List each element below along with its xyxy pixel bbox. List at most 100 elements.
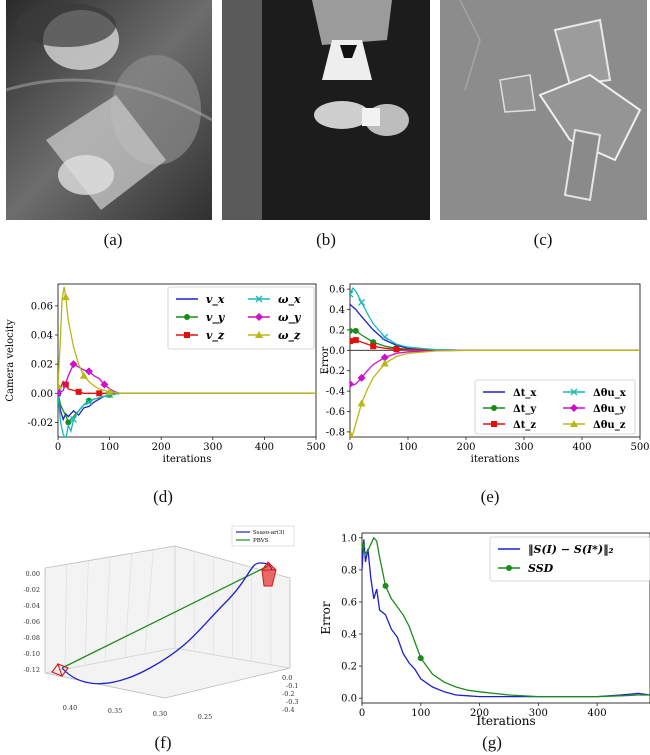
- legend-label-1: Δt_y: [513, 404, 537, 415]
- plot-frame: [349, 283, 641, 438]
- series-marker-1: [417, 655, 424, 662]
- x-tick-label: 100: [411, 708, 430, 719]
- series-marker-2: [350, 338, 353, 345]
- legend-label-1: SSD: [528, 562, 554, 575]
- legend-label-5: Δθu_z: [593, 420, 626, 431]
- series-marker-3: [70, 416, 77, 423]
- x-tick-label: 0.35: [108, 707, 122, 715]
- y-tick-label: 0.00: [31, 389, 53, 400]
- y-axis-label: Error: [319, 601, 333, 634]
- series-line-1: [58, 392, 316, 424]
- series-line-0: [350, 303, 640, 351]
- chart-e-error: 0 100 200 300 400 500 -0.8 -0.6 -0.4 -0.2 0.0 0.2 0.…: [320, 283, 650, 465]
- series-marker-1: [352, 327, 359, 334]
- y-tick-label: 0.6: [329, 285, 345, 296]
- y-tick-label: 0.04: [31, 331, 53, 342]
- series-marker-4: [357, 373, 366, 382]
- y-tick-label: -0.3: [286, 698, 299, 706]
- x-tick-label: 200: [470, 708, 489, 719]
- series-marker-2: [370, 343, 377, 350]
- series-marker-1: [85, 397, 92, 404]
- z-tick-label: 0.00: [26, 570, 40, 578]
- plot-area: [350, 286, 640, 437]
- y-tick-label: 0.2: [341, 662, 357, 673]
- legend-label-0: Ssaso-ar(3): [253, 529, 285, 536]
- legend-marker-1: [491, 405, 497, 411]
- grid-line: [104, 556, 111, 661]
- series-line-5: [58, 286, 316, 394]
- y-tick-label: -0.6: [326, 407, 345, 418]
- y-tick-label: 0.8: [341, 565, 357, 576]
- legend-marker-4: [570, 404, 578, 412]
- x-tick-label: 0.25: [198, 713, 212, 721]
- grid-line: [124, 553, 132, 657]
- y-tick-label: 0.2: [329, 325, 345, 336]
- series-marker-2: [75, 388, 82, 395]
- legend-marker-2: [184, 332, 190, 338]
- y-tick-label: -0.1: [286, 682, 299, 690]
- series-marker-5: [105, 387, 114, 395]
- grid-line: [64, 564, 67, 669]
- chart-f-trajectory-3d: 0.00 -0.02 -0.04 -0.06 -0.08 -0.10 -0.12 0.40 0.…: [23, 525, 299, 721]
- series-line-3: [350, 286, 640, 351]
- z-tick-label: -0.08: [23, 634, 40, 642]
- chart-d-camera-velocity: 0 100 200 300 400 500 -0.02 0.00 0.02 0.04 0.06 ite…: [5, 283, 326, 465]
- y-tick-label: 0.0: [341, 694, 357, 705]
- caption-b: (b): [316, 230, 336, 249]
- z-tick-label: -0.04: [23, 602, 40, 610]
- x-tick-label: 400: [588, 708, 607, 719]
- y-tick-label: 0.0: [329, 346, 345, 357]
- series-line-0: [58, 392, 316, 422]
- camera-goal: [261, 561, 277, 587]
- x-tick-label: 100: [398, 442, 417, 453]
- y-tick-label: -0.2: [282, 690, 295, 698]
- x-tick-label: 500: [630, 442, 649, 453]
- legend-label-0: Δt_x: [513, 388, 537, 399]
- series-marker-3: [358, 298, 366, 306]
- series-marker-5: [61, 293, 70, 301]
- x-tick-label: 300: [529, 708, 548, 719]
- trajectory-ssaso: [61, 562, 273, 685]
- series-marker-2: [393, 346, 400, 353]
- series-marker-3: [350, 290, 354, 298]
- series-line-4: [58, 363, 316, 394]
- series-marker-4: [84, 367, 93, 376]
- series-marker-3: [381, 333, 389, 341]
- y-tick-label: -0.02: [27, 418, 53, 429]
- photo-a: [6, 0, 212, 220]
- series-marker-1: [382, 582, 389, 589]
- series-line-5: [350, 349, 640, 435]
- legend-label-3: ω_x: [278, 293, 301, 307]
- chart-g-error: 0 100 200 300 400 0.0 0.2 0.4 0.6 0.8 1.0 Iteration…: [319, 532, 650, 728]
- y-tick-label: 0.6: [341, 597, 357, 608]
- legend-marker-2: [491, 421, 497, 427]
- x-tick-label: 100: [100, 442, 119, 453]
- z-tick-label: -0.10: [23, 650, 40, 658]
- series-marker-4: [100, 380, 109, 389]
- legend-box: [231, 525, 295, 547]
- y-tick-label: -0.4: [326, 387, 345, 398]
- x-tick-label: 300: [203, 442, 222, 453]
- x-tick-label: 400: [255, 442, 274, 453]
- series-marker-3: [62, 436, 69, 437]
- legend-label-2: v_z: [206, 329, 225, 343]
- plot-area: [362, 536, 650, 698]
- x-tick-label: 500: [306, 442, 325, 453]
- legend-label-1: v_y: [206, 311, 226, 325]
- legend-marker-3: [255, 295, 263, 303]
- series-marker-2: [352, 337, 359, 344]
- legend-label-2: Δt_z: [513, 420, 536, 431]
- legend-marker-1: [184, 314, 190, 320]
- y-tick-label: 1.0: [341, 533, 357, 544]
- caption-c: (c): [533, 230, 553, 249]
- series-marker-4: [380, 353, 389, 362]
- x-tick-label: 0: [55, 442, 61, 453]
- x-axis-label: Iterations: [476, 714, 535, 728]
- legend-marker-5: [570, 420, 578, 427]
- y-tick-label: 0.4: [341, 630, 357, 641]
- series-line-3: [58, 392, 316, 437]
- x-tick-label: 0.40: [63, 704, 77, 712]
- y-tick-label: -0.8: [326, 427, 345, 438]
- series-marker-3: [85, 398, 93, 406]
- series-marker-5: [350, 429, 354, 437]
